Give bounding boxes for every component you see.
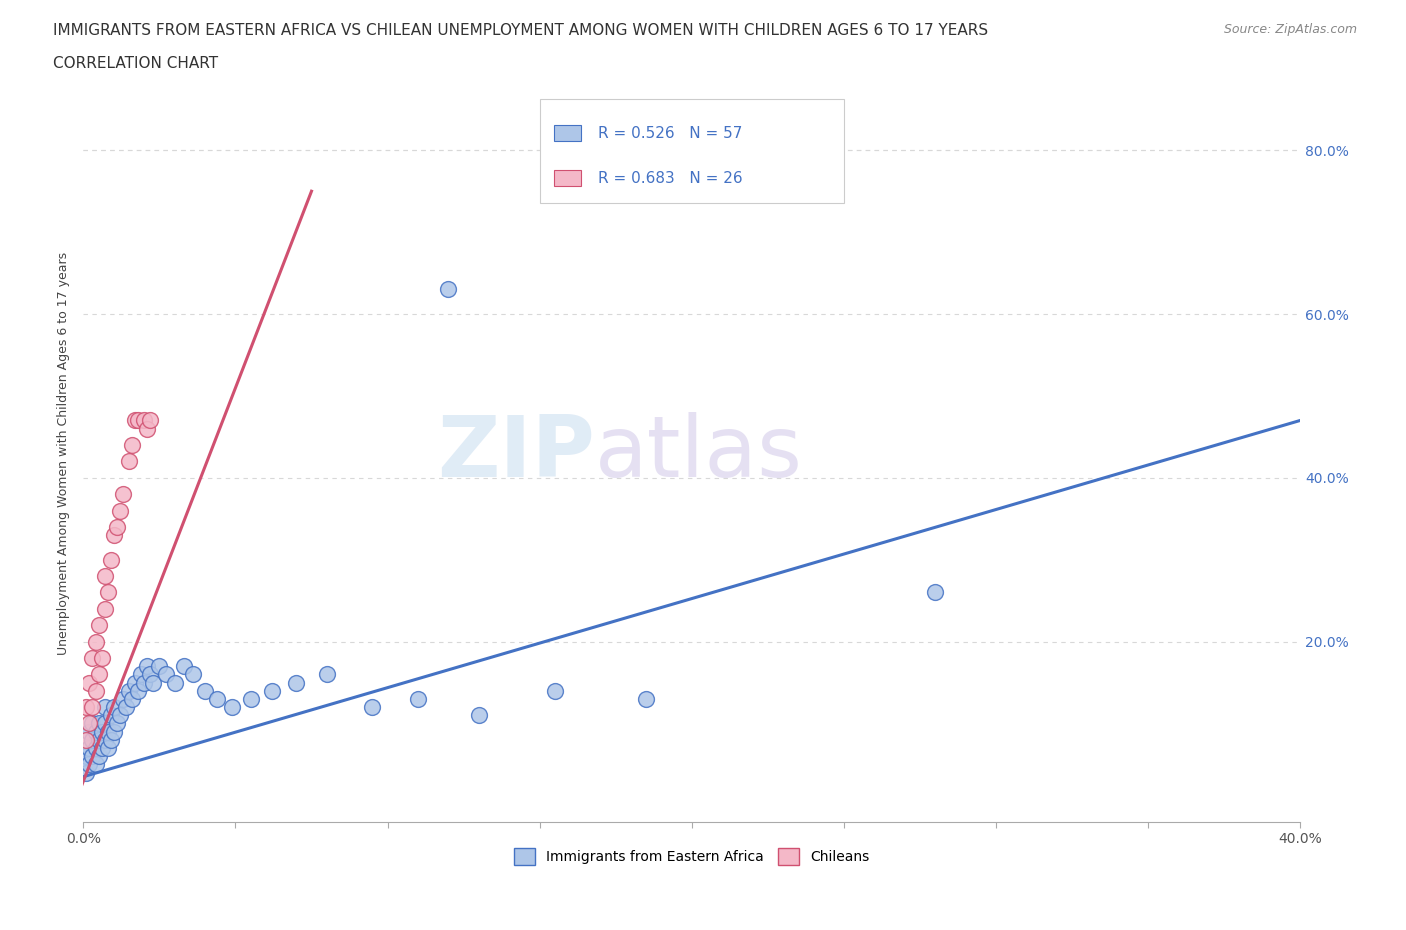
Point: [361, 699, 384, 714]
Point: [79, 675, 101, 690]
Point: [134, 413, 156, 428]
Point: [205, 692, 228, 707]
FancyBboxPatch shape: [540, 100, 844, 203]
Point: [103, 699, 125, 714]
Point: [79, 757, 101, 772]
Point: [82, 716, 104, 731]
Point: [139, 413, 162, 428]
Bar: [554, 126, 581, 141]
Point: [82, 733, 104, 748]
Point: [129, 667, 152, 682]
Point: [155, 667, 177, 682]
Point: [194, 684, 217, 698]
Point: [79, 740, 101, 755]
Point: [121, 692, 143, 707]
Point: [84, 724, 107, 739]
Point: [84, 684, 107, 698]
Point: [139, 667, 162, 682]
Point: [468, 708, 491, 723]
Point: [163, 675, 186, 690]
Point: [93, 716, 115, 731]
Point: [121, 438, 143, 453]
Point: [79, 716, 101, 731]
Point: [87, 716, 110, 731]
Point: [103, 527, 125, 542]
Point: [87, 618, 110, 632]
Text: R = 0.683   N = 26: R = 0.683 N = 26: [598, 171, 742, 186]
Point: [79, 724, 101, 739]
Point: [544, 684, 567, 698]
Point: [100, 708, 122, 723]
Point: [115, 699, 138, 714]
Point: [108, 708, 131, 723]
Point: [84, 740, 107, 755]
Bar: [554, 170, 581, 186]
Point: [108, 503, 131, 518]
Point: [636, 692, 658, 707]
Point: [136, 658, 159, 673]
Point: [134, 675, 156, 690]
Point: [127, 684, 149, 698]
Point: [82, 749, 104, 764]
Point: [406, 692, 429, 707]
Point: [97, 724, 120, 739]
Point: [87, 749, 110, 764]
Point: [82, 650, 104, 665]
Point: [118, 454, 141, 469]
Point: [93, 699, 115, 714]
Point: [924, 585, 946, 600]
Point: [173, 658, 195, 673]
Text: CORRELATION CHART: CORRELATION CHART: [53, 56, 218, 71]
Point: [93, 602, 115, 617]
Text: R = 0.526   N = 57: R = 0.526 N = 57: [598, 126, 742, 140]
Y-axis label: Unemployment Among Women with Children Ages 6 to 17 years: Unemployment Among Women with Children A…: [58, 252, 70, 655]
Point: [285, 675, 308, 690]
Point: [148, 658, 170, 673]
Point: [221, 699, 243, 714]
Point: [437, 282, 460, 297]
Point: [124, 413, 146, 428]
Point: [105, 520, 128, 535]
Point: [75, 699, 97, 714]
Point: [90, 650, 112, 665]
Point: [136, 421, 159, 436]
Point: [84, 634, 107, 649]
Point: [90, 740, 112, 755]
Point: [100, 733, 122, 748]
Point: [75, 733, 97, 748]
Point: [75, 749, 97, 764]
Point: [111, 486, 134, 501]
Point: [90, 724, 112, 739]
Point: [87, 667, 110, 682]
Point: [97, 585, 120, 600]
Point: [75, 765, 97, 780]
Point: [181, 667, 204, 682]
Point: [93, 568, 115, 583]
Point: [84, 757, 107, 772]
Legend: Immigrants from Eastern Africa, Chileans: Immigrants from Eastern Africa, Chileans: [509, 842, 875, 870]
Text: atlas: atlas: [595, 412, 803, 495]
Point: [100, 552, 122, 567]
Text: Source: ZipAtlas.com: Source: ZipAtlas.com: [1223, 23, 1357, 36]
Point: [124, 675, 146, 690]
Point: [260, 684, 283, 698]
Text: ZIP: ZIP: [437, 412, 595, 495]
Point: [127, 413, 149, 428]
Point: [103, 724, 125, 739]
Point: [97, 740, 120, 755]
Text: IMMIGRANTS FROM EASTERN AFRICA VS CHILEAN UNEMPLOYMENT AMONG WOMEN WITH CHILDREN: IMMIGRANTS FROM EASTERN AFRICA VS CHILEA…: [53, 23, 988, 38]
Point: [111, 692, 134, 707]
Point: [87, 733, 110, 748]
Point: [315, 667, 337, 682]
Point: [82, 699, 104, 714]
Point: [93, 733, 115, 748]
Point: [239, 692, 262, 707]
Point: [118, 684, 141, 698]
Point: [142, 675, 165, 690]
Point: [105, 716, 128, 731]
